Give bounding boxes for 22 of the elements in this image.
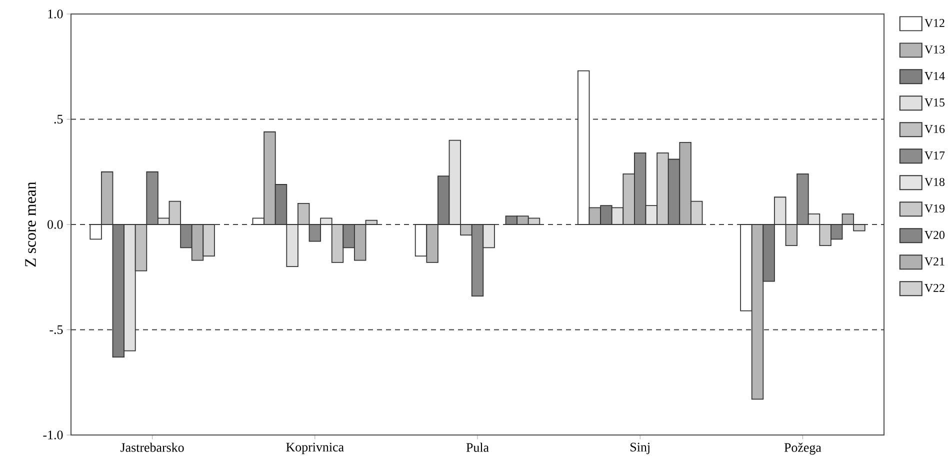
- legend-label: V19: [924, 204, 944, 213]
- y-tick-label: -.5: [50, 325, 63, 334]
- legend-label: V16: [924, 124, 945, 134]
- legend-label: V13: [924, 45, 945, 54]
- legend-label: V15: [924, 98, 945, 107]
- y-tick-label: -1.0: [43, 430, 63, 440]
- legend-label: V21: [924, 257, 944, 266]
- x-tick-label: Jastrebarsko: [120, 442, 184, 452]
- y-axis-title: Z score mean: [25, 182, 36, 267]
- legend-label: V20: [924, 230, 945, 240]
- x-tick-label: Sinj: [630, 442, 650, 454]
- x-tick-label: Pula: [466, 442, 489, 452]
- x-tick-label: Požega: [784, 442, 822, 455]
- legend-label: V14: [924, 72, 945, 80]
- y-tick-label: 0.0: [48, 220, 63, 229]
- y-tick-label: 1.0: [48, 10, 63, 18]
- y-tick-label: .5: [54, 114, 63, 124]
- legend-label: V22: [924, 284, 944, 292]
- legend-label: V17: [924, 151, 945, 160]
- legend-label: V18: [924, 178, 945, 186]
- legend-label: V12: [924, 18, 944, 28]
- x-tick-label: Koprivnica: [286, 442, 344, 454]
